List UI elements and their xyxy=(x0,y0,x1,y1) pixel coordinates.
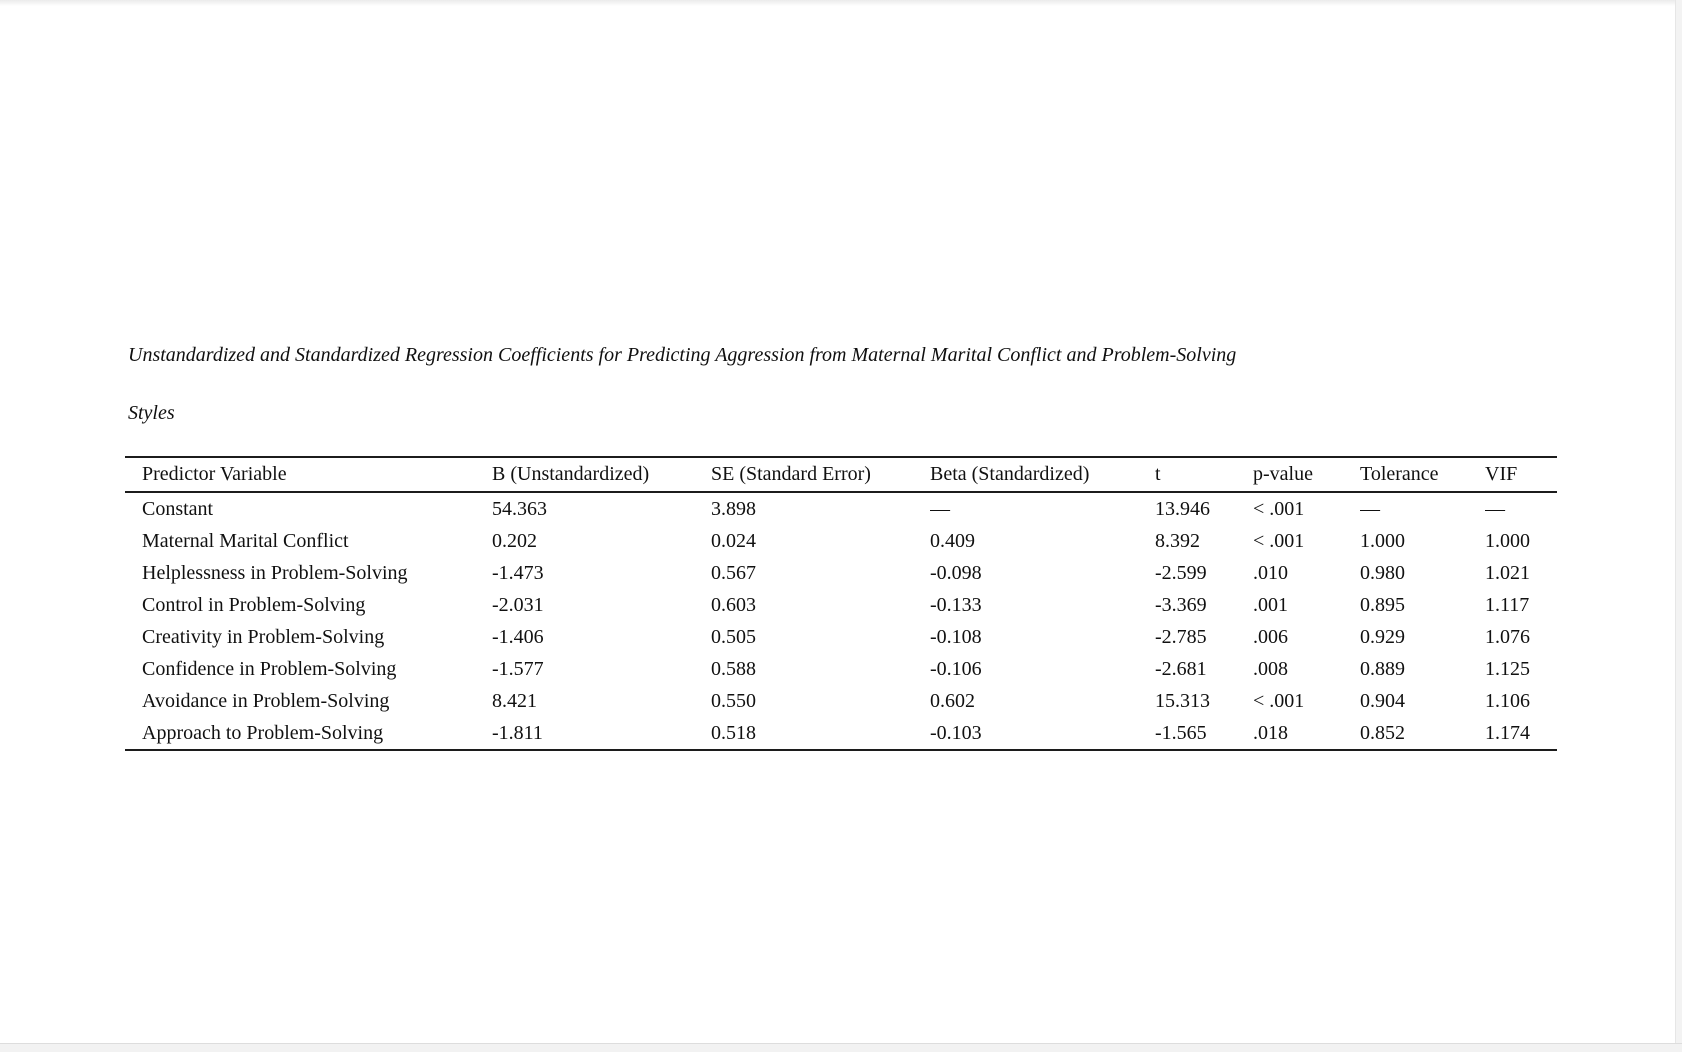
value-cell: 0.929 xyxy=(1360,625,1405,648)
value-cell: 15.313 xyxy=(1155,689,1210,712)
value-cell: 0.904 xyxy=(1360,689,1405,712)
value-cell: 0.024 xyxy=(711,529,756,552)
regression-table: Predictor Variable B (Unstandardized) SE (… xyxy=(125,456,1557,751)
column-header-6: Tolerance xyxy=(1360,463,1439,485)
predictor-cell: Confidence in Problem-Solving xyxy=(142,657,397,680)
value-cell: -3.369 xyxy=(1155,593,1207,616)
value-cell: 0.980 xyxy=(1360,561,1405,584)
column-header-5: p-value xyxy=(1253,463,1313,485)
value-cell: 0.602 xyxy=(930,689,975,712)
table-row: Control in Problem-Solving -2.031 0.603 -0.… xyxy=(125,589,1557,621)
table-row: Creativity in Problem-Solving -1.406 0.505… xyxy=(125,621,1557,653)
predictor-cell: Maternal Marital Conflict xyxy=(142,529,349,552)
value-cell: .001 xyxy=(1253,593,1288,616)
value-cell: 1.106 xyxy=(1485,689,1530,712)
table-body: Constant 54.363 3.898 — 13.946 < .001 — — Matern… xyxy=(125,492,1557,750)
value-cell: 0.588 xyxy=(711,657,756,680)
value-cell: 13.946 xyxy=(1155,497,1210,520)
value-cell: 1.125 xyxy=(1485,657,1530,680)
value-cell: 1.174 xyxy=(1485,721,1530,744)
value-cell: -1.473 xyxy=(492,561,544,584)
value-cell: 0.889 xyxy=(1360,657,1405,680)
table-title-line-1: Unstandardized and Standardized Regressi… xyxy=(128,344,1237,366)
predictor-cell: Control in Problem-Solving xyxy=(142,593,366,616)
predictor-cell: Constant xyxy=(142,497,214,520)
column-header-0: Predictor Variable xyxy=(142,463,287,485)
value-cell: .018 xyxy=(1253,721,1288,744)
value-cell: < .001 xyxy=(1253,529,1305,552)
table-row: Confidence in Problem-Solving -1.577 0.588… xyxy=(125,653,1557,685)
value-cell: 0.518 xyxy=(711,721,756,744)
value-cell: 1.021 xyxy=(1485,561,1530,584)
column-header-4: t xyxy=(1155,463,1161,485)
value-cell: -2.599 xyxy=(1155,561,1207,584)
value-cell: 1.117 xyxy=(1485,593,1530,616)
value-cell: 1.000 xyxy=(1485,529,1530,552)
value-cell: 0.505 xyxy=(711,625,756,648)
value-cell: 0.895 xyxy=(1360,593,1405,616)
value-cell: -2.031 xyxy=(492,593,544,616)
table-title-line-2: Styles xyxy=(128,402,175,424)
value-cell: -2.785 xyxy=(1155,625,1207,648)
value-cell: -0.133 xyxy=(930,593,982,616)
table-header: Predictor Variable B (Unstandardized) SE (… xyxy=(125,457,1557,492)
value-cell: 0.202 xyxy=(492,529,537,552)
predictor-cell: Helplessness in Problem-Solving xyxy=(142,561,408,584)
value-cell: 0.550 xyxy=(711,689,756,712)
value-cell: 54.363 xyxy=(492,497,547,520)
column-header-1: B (Unstandardized) xyxy=(492,463,650,485)
table-header-row: Predictor Variable B (Unstandardized) SE (… xyxy=(125,457,1557,492)
value-cell: .010 xyxy=(1253,561,1288,584)
value-cell: 1.076 xyxy=(1485,625,1530,648)
table-row: Approach to Problem-Solving -1.811 0.518 -0… xyxy=(125,717,1557,750)
page-edge-right xyxy=(1675,0,1682,1052)
value-cell: -0.108 xyxy=(930,625,982,648)
value-cell: — xyxy=(1485,497,1505,520)
value-cell: -1.577 xyxy=(492,657,544,680)
page-edge-top xyxy=(0,0,1682,6)
value-cell: < .001 xyxy=(1253,497,1305,520)
value-cell: 1.000 xyxy=(1360,529,1405,552)
value-cell: 8.421 xyxy=(492,689,537,712)
value-cell: < .001 xyxy=(1253,689,1305,712)
predictor-cell: Creativity in Problem-Solving xyxy=(142,625,385,648)
value-cell: -1.811 xyxy=(492,721,543,744)
value-cell: -1.406 xyxy=(492,625,544,648)
value-cell: 0.852 xyxy=(1360,721,1405,744)
value-cell: -0.106 xyxy=(930,657,982,680)
value-cell: -0.098 xyxy=(930,561,982,584)
column-header-7: VIF xyxy=(1485,463,1518,485)
value-cell: 0.603 xyxy=(711,593,756,616)
value-cell: 0.409 xyxy=(930,529,975,552)
predictor-cell: Approach to Problem-Solving xyxy=(142,721,384,744)
table-row: Avoidance in Problem-Solving 8.421 0.550 0.… xyxy=(125,685,1557,717)
value-cell: 3.898 xyxy=(711,497,756,520)
value-cell: 8.392 xyxy=(1155,529,1200,552)
value-cell: .008 xyxy=(1253,657,1288,680)
column-header-3: Beta (Standardized) xyxy=(930,463,1090,485)
column-header-2: SE (Standard Error) xyxy=(711,463,871,485)
value-cell: -0.103 xyxy=(930,721,982,744)
table-row: Helplessness in Problem-Solving -1.473 0.5… xyxy=(125,557,1557,589)
page-edge-bottom xyxy=(0,1043,1682,1052)
value-cell: — xyxy=(930,497,950,520)
predictor-cell: Avoidance in Problem-Solving xyxy=(142,689,390,712)
table-row: Constant 54.363 3.898 — 13.946 < .001 — — xyxy=(125,492,1557,525)
value-cell: 0.567 xyxy=(711,561,756,584)
value-cell: .006 xyxy=(1253,625,1288,648)
value-cell: — xyxy=(1360,497,1380,520)
value-cell: -1.565 xyxy=(1155,721,1207,744)
table-row: Maternal Marital Conflict 0.202 0.024 0.409… xyxy=(125,525,1557,557)
value-cell: -2.681 xyxy=(1155,657,1207,680)
